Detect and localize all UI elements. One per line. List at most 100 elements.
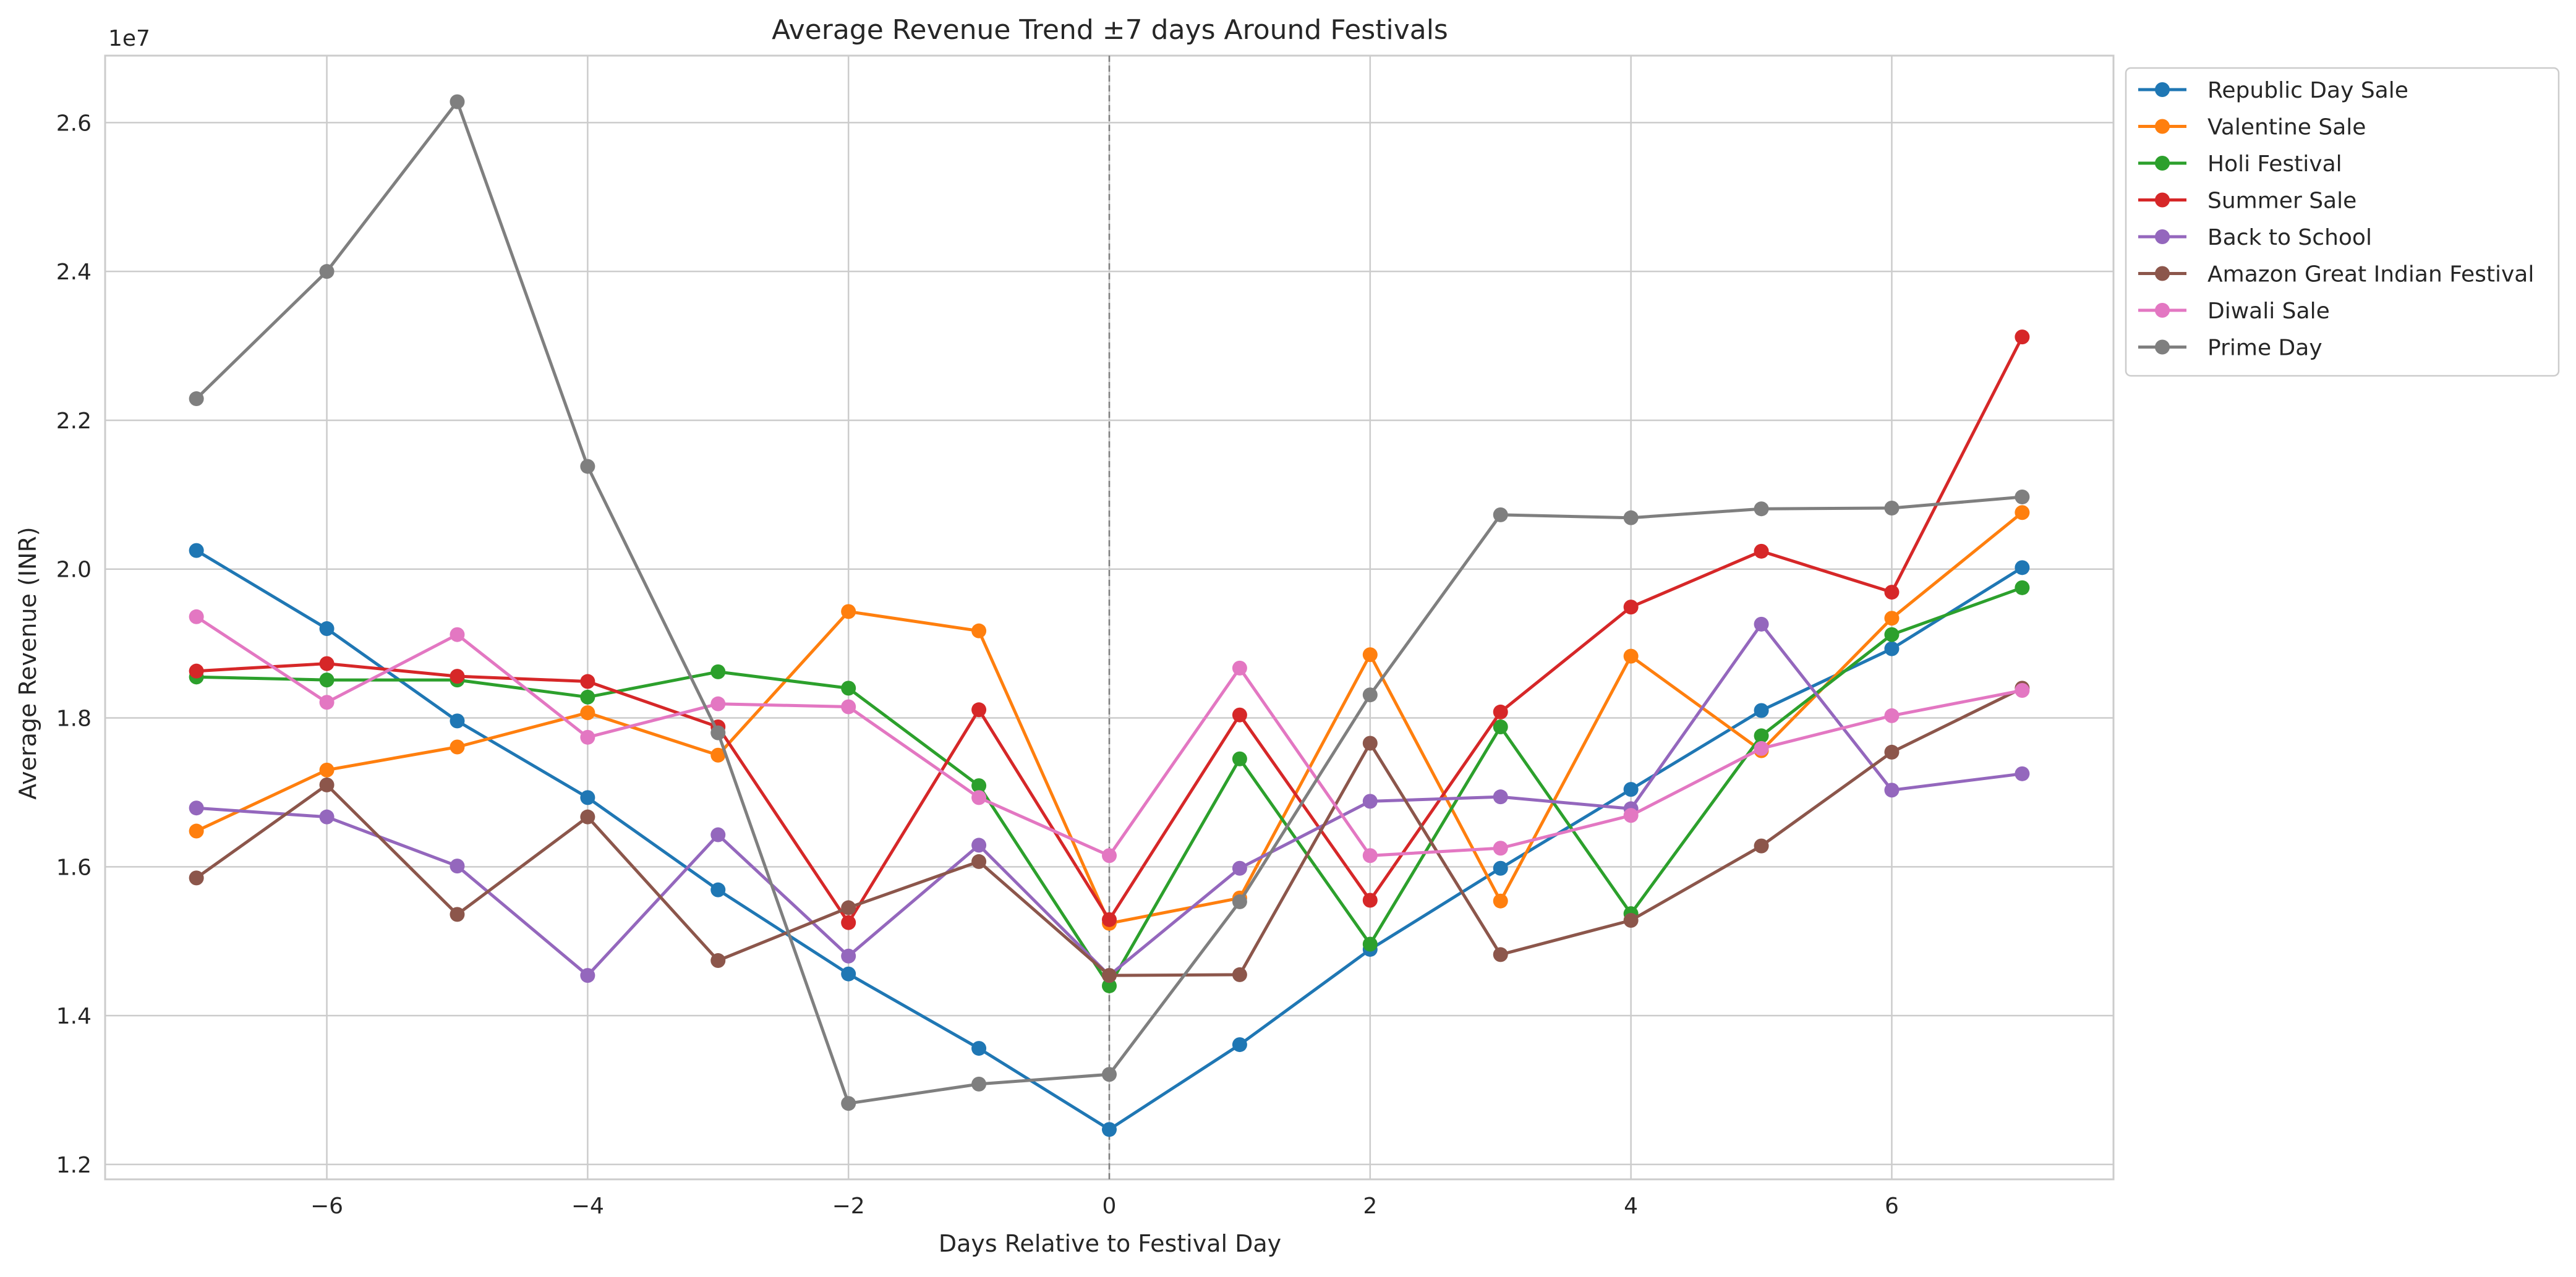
data-point xyxy=(1623,600,1639,615)
legend-swatch-marker xyxy=(2155,339,2170,355)
data-point xyxy=(189,663,204,679)
data-point xyxy=(2015,489,2030,504)
data-point xyxy=(1362,936,1378,952)
y-tick-label: 2.6 xyxy=(56,111,92,136)
data-point xyxy=(450,859,465,874)
legend-swatch-marker xyxy=(2155,192,2170,208)
data-point xyxy=(319,672,335,688)
data-point xyxy=(2015,580,2030,595)
data-point xyxy=(1884,744,1900,760)
legend-item-diwali-sale: Diwali Sale xyxy=(2138,299,2330,324)
legend-item-amazon-great-indian-festival: Amazon Great Indian Festival xyxy=(2138,262,2534,287)
data-point xyxy=(580,809,595,825)
x-tick-label: −2 xyxy=(832,1194,865,1219)
legend-swatch-marker xyxy=(2155,119,2170,134)
x-axis-label: Days Relative to Festival Day xyxy=(939,1230,1281,1257)
data-point xyxy=(580,705,595,721)
data-point xyxy=(2015,505,2030,520)
data-point xyxy=(1493,507,1508,522)
data-point xyxy=(971,854,987,869)
data-point xyxy=(189,870,204,886)
data-point xyxy=(1232,1037,1247,1053)
y-tick-label: 2.2 xyxy=(56,409,92,434)
data-point xyxy=(1754,616,1769,632)
data-point xyxy=(1232,860,1247,876)
data-point xyxy=(710,827,726,842)
data-point xyxy=(450,94,465,109)
series-summer-sale xyxy=(189,329,2030,930)
legend-item-republic-day-sale: Republic Day Sale xyxy=(2138,78,2408,103)
data-point xyxy=(319,621,335,637)
data-point xyxy=(1493,704,1508,719)
data-point xyxy=(841,948,856,964)
data-point xyxy=(1623,510,1639,525)
data-point xyxy=(189,823,204,839)
data-point xyxy=(1493,719,1508,734)
data-point xyxy=(1493,789,1508,805)
data-point xyxy=(2015,766,2030,781)
data-point xyxy=(710,953,726,969)
data-point xyxy=(710,747,726,763)
data-point xyxy=(971,1041,987,1056)
data-point xyxy=(450,739,465,755)
data-point xyxy=(1884,501,1900,516)
y-axis-offset-label: 1e7 xyxy=(108,26,150,51)
series-diwali-sale xyxy=(189,609,2030,863)
data-point xyxy=(319,264,335,279)
data-point xyxy=(710,696,726,711)
data-point xyxy=(189,391,204,407)
data-point xyxy=(841,915,856,930)
legend-item-prime-day: Prime Day xyxy=(2138,336,2322,361)
data-point xyxy=(580,689,595,705)
x-tick-label: 2 xyxy=(1363,1194,1377,1219)
series-prime-day xyxy=(189,94,2030,1111)
data-point xyxy=(841,900,856,915)
data-point xyxy=(189,543,204,558)
data-point xyxy=(1754,728,1769,744)
data-point xyxy=(1362,736,1378,751)
y-tick-label: 1.6 xyxy=(56,855,92,880)
y-tick-label: 2.4 xyxy=(56,260,92,285)
legend-item-back-to-school: Back to School xyxy=(2138,225,2372,250)
data-point xyxy=(710,664,726,679)
y-tick-label: 1.2 xyxy=(56,1153,92,1178)
legend-label: Valentine Sale xyxy=(2207,115,2366,140)
data-point xyxy=(1493,893,1508,909)
chart-title: Average Revenue Trend ±7 days Around Fes… xyxy=(772,14,1448,46)
legend-swatch-marker xyxy=(2155,82,2170,97)
data-point xyxy=(971,778,987,794)
x-tick-label: 6 xyxy=(1885,1194,1899,1219)
data-point xyxy=(189,609,204,624)
data-point xyxy=(580,968,595,983)
data-point xyxy=(1102,968,1117,983)
data-point xyxy=(1362,794,1378,809)
data-point xyxy=(1754,838,1769,854)
legend-swatch-marker xyxy=(2155,303,2170,318)
series-republic-day-sale xyxy=(189,543,2030,1137)
data-point xyxy=(841,699,856,715)
data-point xyxy=(841,681,856,696)
data-point xyxy=(319,695,335,710)
data-point xyxy=(1884,627,1900,642)
data-point xyxy=(319,809,335,825)
x-axis-ticks: −6 −4 −2 0 2 4 6 xyxy=(310,1194,1899,1219)
data-point xyxy=(841,604,856,619)
data-point xyxy=(1102,912,1117,927)
data-point xyxy=(450,627,465,642)
legend-label: Republic Day Sale xyxy=(2207,78,2408,103)
legend-item-summer-sale: Summer Sale xyxy=(2138,189,2356,214)
data-point xyxy=(1623,782,1639,797)
x-tick-label: 4 xyxy=(1624,1194,1638,1219)
series-holi-festival xyxy=(189,580,2030,993)
data-point xyxy=(1884,641,1900,656)
data-point xyxy=(1884,611,1900,626)
data-point xyxy=(841,966,856,982)
legend-item-valentine-sale: Valentine Sale xyxy=(2138,115,2366,140)
legend: Republic Day Sale Valentine Sale Holi Fest… xyxy=(2125,67,2560,377)
data-point xyxy=(1754,501,1769,517)
legend-item-holi-festival: Holi Festival xyxy=(2138,151,2342,177)
legend-label: Back to School xyxy=(2207,225,2372,250)
legend-label: Diwali Sale xyxy=(2207,299,2330,324)
